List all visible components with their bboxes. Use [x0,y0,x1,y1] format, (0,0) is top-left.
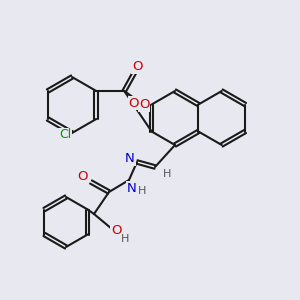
Text: H: H [163,169,171,179]
Text: N: N [125,152,135,166]
Text: O: O [139,98,149,112]
Text: O: O [78,170,88,184]
Text: O: O [132,61,142,74]
Text: O: O [111,224,121,236]
Text: Cl: Cl [59,128,71,142]
Text: H: H [138,186,146,196]
Text: O: O [129,97,139,110]
Text: N: N [127,182,137,194]
Text: H: H [121,234,129,244]
